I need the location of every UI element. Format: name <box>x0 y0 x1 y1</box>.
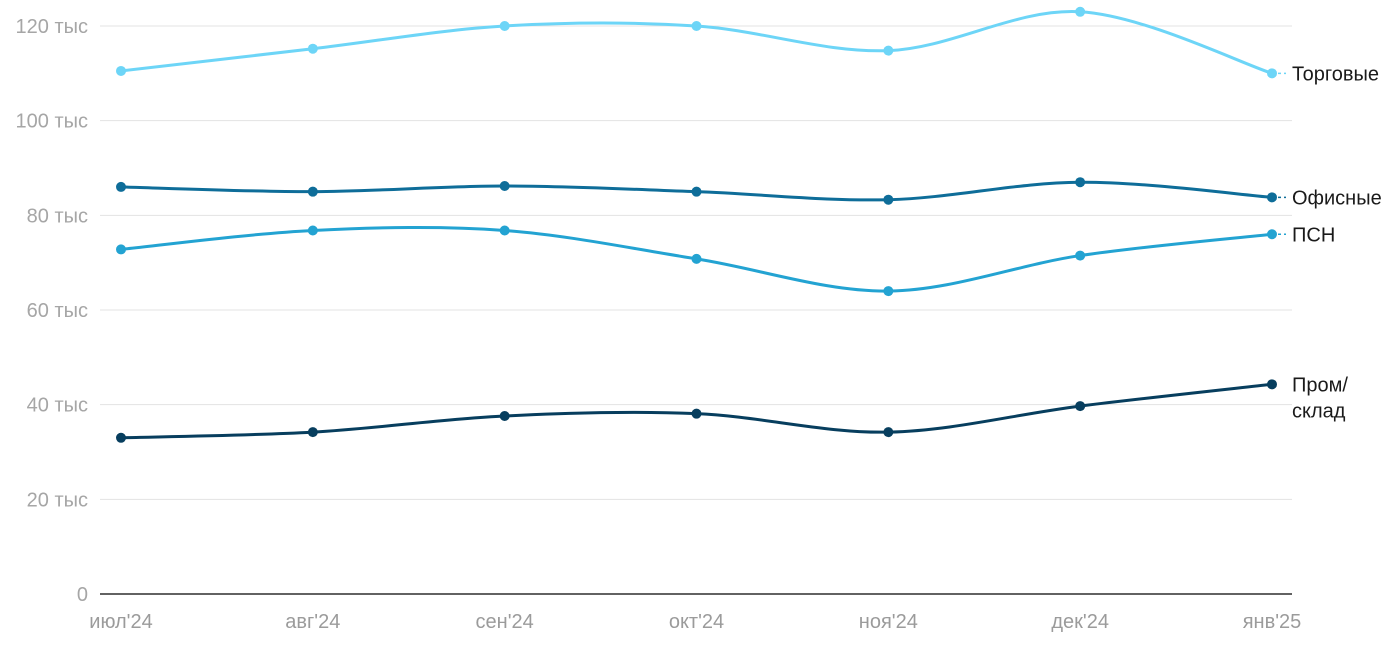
x-tick-label: сен'24 <box>476 611 534 633</box>
data-point <box>1075 250 1086 261</box>
data-point <box>691 408 702 419</box>
series-label-line: Пром/ <box>1292 374 1348 396</box>
y-tick-label: 20 тыс <box>27 489 88 511</box>
data-point <box>1267 192 1277 203</box>
gridlines <box>100 25 1292 595</box>
data-point <box>499 411 510 422</box>
series-label-line: Торговые <box>1292 63 1379 85</box>
data-point <box>691 186 702 197</box>
series-line <box>119 10 1274 75</box>
data-point <box>883 286 894 297</box>
data-point <box>116 432 126 443</box>
data-point <box>307 186 318 197</box>
data-point <box>499 225 510 236</box>
series-1 <box>116 177 1277 205</box>
data-point <box>307 427 318 438</box>
x-tick-label: июл'24 <box>89 611 152 633</box>
data-point <box>1267 229 1277 240</box>
y-tick-label: 100 тыс <box>16 111 88 133</box>
series-label: Торговые <box>1278 63 1379 85</box>
x-tick-label: авг'24 <box>285 611 340 633</box>
data-point <box>691 253 702 264</box>
data-point <box>499 180 510 191</box>
data-point <box>116 244 126 255</box>
data-point <box>883 194 894 205</box>
y-tick-label: 0 <box>77 584 88 606</box>
data-point <box>1075 177 1086 188</box>
series-label-line: Офисные <box>1292 187 1382 209</box>
series-label-line: склад <box>1292 400 1346 422</box>
series-label: Офисные <box>1278 187 1382 209</box>
y-tick-label: 120 тыс <box>16 16 88 38</box>
series-0 <box>116 6 1277 79</box>
data-point <box>307 43 318 54</box>
data-point <box>116 65 126 76</box>
data-point <box>883 427 894 438</box>
data-point <box>307 225 318 236</box>
series-labels: Торговые Офисные ПСН Пром/склад <box>1278 63 1382 422</box>
y-axis-ticks: 0 20 тыс 40 тыс 60 тыс 80 тыс 100 тыс 120 тыс <box>16 16 88 606</box>
data-point <box>691 21 702 31</box>
data-point <box>883 45 894 56</box>
series-2 <box>116 225 1277 297</box>
x-tick-label: дек'24 <box>1051 611 1109 633</box>
series-lines <box>116 6 1277 443</box>
series-3 <box>116 379 1277 443</box>
data-point <box>116 181 126 192</box>
data-point <box>1075 401 1086 412</box>
y-tick-label: 60 тыс <box>27 300 88 322</box>
data-point <box>1267 379 1277 390</box>
series-label: Пром/склад <box>1292 374 1348 422</box>
series-label: ПСН <box>1278 224 1335 246</box>
series-label-line: ПСН <box>1292 224 1335 246</box>
data-point <box>1075 6 1086 17</box>
x-tick-label: ноя'24 <box>859 611 918 633</box>
x-tick-label: янв'25 <box>1243 611 1302 633</box>
data-point <box>499 21 510 31</box>
x-axis-ticks: июл'24 авг'24 сен'24 окт'24 ноя'24 дек'24 янв'… <box>89 611 1301 633</box>
x-tick-label: окт'24 <box>669 611 724 633</box>
y-tick-label: 40 тыс <box>27 395 88 417</box>
y-tick-label: 80 тыс <box>27 205 88 227</box>
data-point <box>1267 68 1277 79</box>
